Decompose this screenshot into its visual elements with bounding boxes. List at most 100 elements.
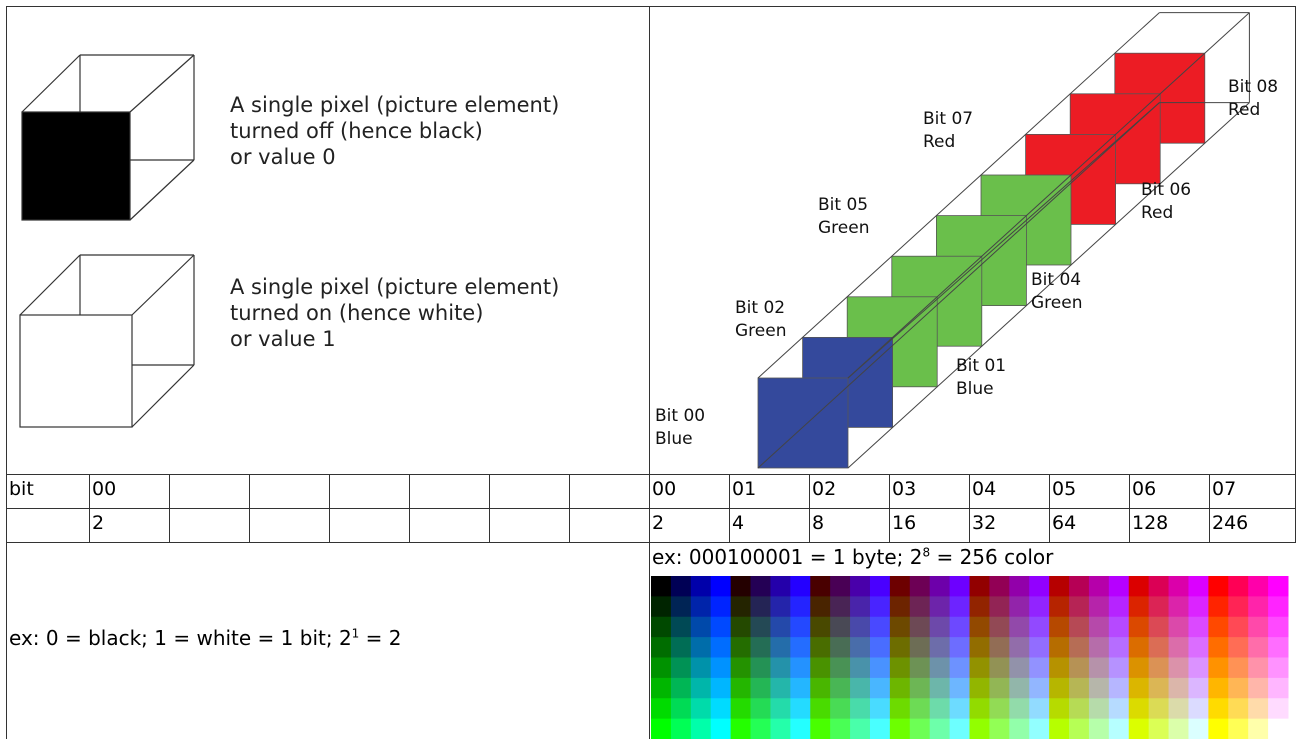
palette-swatch xyxy=(1248,637,1269,658)
palette-swatch xyxy=(830,677,851,699)
bit-stack-edge xyxy=(757,12,1160,379)
palette-swatch xyxy=(929,718,951,739)
palette-swatch xyxy=(770,698,791,720)
palette-swatch xyxy=(1128,616,1150,638)
palette-swatch xyxy=(1188,698,1209,720)
palette-swatch xyxy=(710,718,732,739)
palette-swatch xyxy=(850,616,871,638)
palette-swatch xyxy=(889,698,911,720)
palette-swatch xyxy=(770,616,791,638)
palette-swatch xyxy=(670,698,692,720)
palette-swatch xyxy=(830,718,851,739)
palette-swatch xyxy=(790,616,811,638)
one-bit-example-note: ex: 0 = black; 1 = white = 1 bit; 21 = 2 xyxy=(9,627,402,649)
palette-swatch xyxy=(790,576,811,597)
palette-swatch xyxy=(1009,637,1030,658)
palette-swatch xyxy=(1168,698,1189,720)
bit-label-05: Bit 05 Green xyxy=(818,194,869,240)
palette-swatch xyxy=(830,657,851,679)
bit-stack-edge xyxy=(847,102,1250,469)
palette-swatch xyxy=(1248,616,1269,638)
palette-swatch xyxy=(750,596,771,618)
palette-swatch xyxy=(1208,657,1229,679)
one-byte-note-text: ex: 000100001 = 1 byte; 2 xyxy=(652,545,923,569)
palette-swatch xyxy=(949,657,970,679)
palette-swatch xyxy=(1268,596,1289,618)
grid-line xyxy=(649,6,650,739)
bit-label-06-number: Bit 06 xyxy=(1141,180,1192,200)
palette-swatch xyxy=(989,698,1010,720)
palette-swatch xyxy=(810,677,831,699)
table-cell-left-r1-c1: 00 xyxy=(92,478,117,500)
palette-swatch xyxy=(651,637,672,658)
palette-swatch xyxy=(1268,576,1289,597)
palette-swatch xyxy=(1049,576,1070,597)
palette-swatch xyxy=(1168,596,1189,618)
grid-line xyxy=(1049,474,1050,542)
palette-swatch xyxy=(730,718,752,739)
palette-swatch xyxy=(1128,637,1150,658)
palette-swatch xyxy=(989,637,1010,658)
palette-swatch xyxy=(770,576,791,597)
palette-swatch xyxy=(1009,576,1030,597)
bit-label-05-color: Green xyxy=(818,218,870,238)
pixel-off-face xyxy=(21,111,131,221)
bit-stack-edge xyxy=(847,102,1160,379)
palette-swatch xyxy=(1009,616,1030,638)
table-cell-right-r2-c1: 2 xyxy=(652,512,665,534)
palette-swatch xyxy=(1248,698,1269,720)
grid-line xyxy=(169,474,170,542)
palette-swatch xyxy=(1049,637,1070,658)
table-cell-right-r1-c5: 04 xyxy=(972,478,997,500)
palette-swatch xyxy=(651,657,672,679)
palette-swatch xyxy=(710,698,732,720)
palette-swatch xyxy=(869,698,891,720)
palette-swatch xyxy=(969,616,990,638)
grid-line xyxy=(6,6,1296,7)
bit-label-01-number: Bit 01 xyxy=(956,356,1007,376)
palette-swatch xyxy=(1128,576,1150,597)
palette-swatch xyxy=(1268,657,1289,679)
palette-swatch xyxy=(1208,637,1229,658)
grid-line xyxy=(489,474,490,542)
palette-swatch xyxy=(730,576,752,597)
palette-swatch xyxy=(869,616,891,638)
table-cell-right-r2-c2: 4 xyxy=(732,512,745,534)
grid-line xyxy=(889,474,890,542)
palette-swatch xyxy=(790,657,811,679)
pixel-on-line-2: turned on (hence white) xyxy=(230,301,484,325)
palette-swatch xyxy=(1029,596,1050,618)
palette-swatch xyxy=(929,616,951,638)
grid-line xyxy=(329,474,330,542)
palette-swatch xyxy=(750,718,771,739)
palette-swatch xyxy=(1029,718,1050,739)
bit-label-04-number: Bit 04 xyxy=(1031,270,1082,290)
palette-swatch xyxy=(989,677,1010,699)
palette-swatch xyxy=(1049,657,1070,679)
palette-swatch xyxy=(830,637,851,658)
palette-swatch xyxy=(730,698,752,720)
palette-swatch xyxy=(670,616,692,638)
palette-swatch xyxy=(1108,698,1130,720)
palette-swatch xyxy=(1088,596,1110,618)
palette-swatch xyxy=(651,616,672,638)
bit-label-00-number: Bit 00 xyxy=(655,406,706,426)
pixel-off-line-3: or value 0 xyxy=(230,145,336,169)
palette-swatch xyxy=(1029,698,1050,720)
palette-swatch xyxy=(989,576,1010,597)
palette-swatch xyxy=(790,677,811,699)
palette-swatch xyxy=(889,677,911,699)
bit-label-02: Bit 02 Green xyxy=(735,297,786,343)
one-byte-note-result: = 256 color xyxy=(930,545,1054,569)
palette-swatch xyxy=(850,576,871,597)
palette-swatch xyxy=(790,718,811,739)
palette-swatch xyxy=(1228,698,1249,720)
table-cell-right-r1-c7: 06 xyxy=(1132,478,1157,500)
palette-swatch xyxy=(1069,637,1090,658)
bit-label-06: Bit 06 Red xyxy=(1141,179,1191,225)
palette-swatch xyxy=(690,576,712,597)
bit-label-07-number: Bit 07 xyxy=(923,109,974,129)
palette-swatch xyxy=(690,677,712,699)
palette-swatch xyxy=(949,718,970,739)
grid-line xyxy=(6,508,1296,509)
